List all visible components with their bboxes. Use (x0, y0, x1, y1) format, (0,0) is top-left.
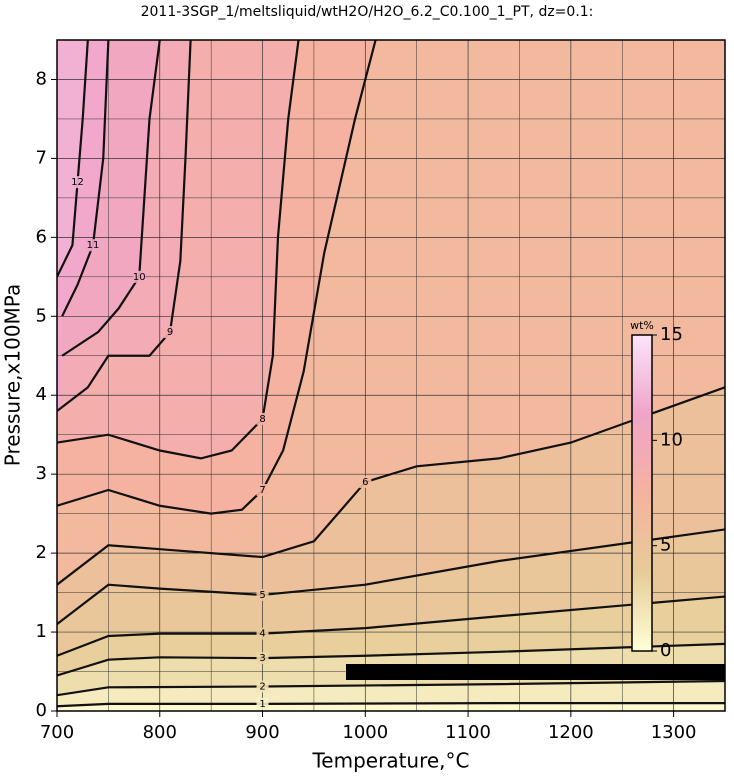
contour-label-bg (256, 483, 269, 496)
contour-label: 11 (87, 240, 100, 251)
contour-label: 5 (259, 590, 265, 601)
contour-label: 8 (259, 414, 265, 425)
y-axis-label: Pressure,x100MPa (1, 284, 25, 466)
contour-label: 6 (362, 477, 368, 488)
colorbar-tick-label: 10 (660, 429, 683, 450)
y-tick-label: 5 (36, 305, 47, 326)
y-tick-label: 1 (36, 621, 47, 642)
contour-label-bg (256, 680, 269, 693)
colorbar-tick-label: 5 (660, 535, 671, 556)
contour-label-bg (164, 326, 177, 339)
y-tick-label: 8 (36, 68, 47, 89)
x-tick-label: 1200 (548, 722, 594, 743)
fills (57, 40, 725, 711)
contour-line (57, 40, 300, 460)
contour-label-bg (256, 588, 269, 601)
contour-label: 3 (259, 653, 265, 664)
contour-label-bg (133, 270, 146, 283)
contour-label-bg (256, 627, 269, 640)
grid (57, 40, 725, 711)
contour-label: 10 (133, 272, 146, 283)
contour-label-bg (256, 697, 269, 710)
colorbar-label: wt% (630, 319, 654, 332)
x-tick-label: 900 (245, 722, 279, 743)
colorbar (631, 334, 653, 652)
x-tick-label: 1000 (342, 722, 388, 743)
x-axis-label: Temperature,°C (311, 749, 469, 773)
x-tick-label: 800 (143, 722, 177, 743)
contour-label: 7 (259, 485, 265, 496)
y-tick-label: 4 (36, 384, 47, 405)
x-tick-label: 1300 (651, 722, 697, 743)
x-tick-label: 700 (40, 722, 74, 743)
contour-label: 2 (259, 682, 265, 693)
y-tick-label: 3 (36, 463, 47, 484)
contour-line (57, 40, 192, 412)
contour-label-bg (359, 476, 372, 489)
fill-band (57, 703, 725, 711)
y-tick-label: 7 (36, 147, 47, 168)
contour-line (57, 386, 725, 586)
contour-label-bg (71, 176, 84, 189)
contour-label: 1 (259, 699, 265, 710)
overlay: 700 800 900 1000 1100 1200 1300012345678wt%051… (36, 68, 697, 743)
contour-label: 12 (71, 177, 84, 188)
x-tick-label: 1100 (445, 722, 491, 743)
chart-title: 2011-3SGP_1/meltsliquid/wtH2O/H2O_6.2_C0… (141, 4, 594, 20)
colorbar-tick-label: 15 (660, 324, 683, 345)
contour-label-bg (86, 239, 99, 252)
colorbar-tick-label: 0 (660, 640, 671, 661)
y-tick-label: 2 (36, 542, 47, 563)
contour-label-bg (256, 652, 269, 665)
contour-label: 4 (259, 629, 265, 640)
y-tick-label: 6 (36, 226, 47, 247)
artifact-bar (346, 664, 725, 680)
y-tick-label: 0 (36, 700, 47, 721)
plot-frame (56, 39, 726, 712)
contour-label: 9 (167, 327, 173, 338)
contour-label-bg (256, 412, 269, 425)
